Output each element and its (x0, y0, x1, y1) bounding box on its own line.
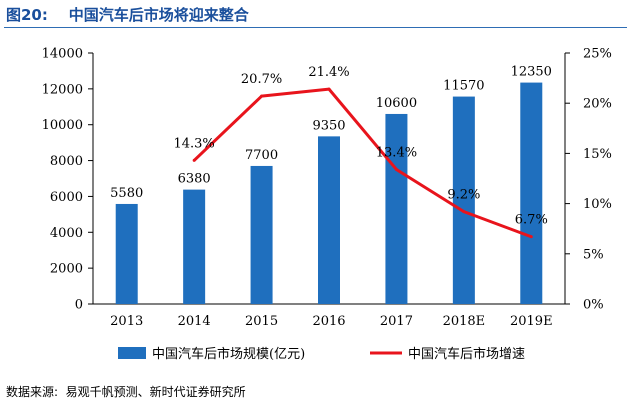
bar (452, 96, 475, 304)
growth-point (462, 210, 466, 214)
bar-value-label: 11570 (443, 79, 484, 94)
bar (318, 136, 340, 304)
line-value-labels: 14.3% 20.7% 21.4% 13.4% 9.2% 6.7% (173, 65, 547, 228)
right-axis-tick-label: 0% (583, 298, 604, 313)
x-axis-tick-label: 2018E (443, 314, 486, 329)
x-axis-tick-label: 2019E (510, 314, 553, 329)
right-axis-tick-label: 10% (583, 197, 612, 212)
title-divider (4, 27, 627, 28)
bar (520, 82, 543, 304)
bar (115, 203, 138, 304)
left-axis-tick-label: 12000 (42, 82, 83, 97)
right-axis-tick-label: 20% (583, 97, 612, 112)
bar-value-label: 12350 (511, 65, 552, 80)
growth-point (192, 158, 196, 162)
x-axis-tick-label: 2016 (312, 314, 345, 329)
bar-value-label: 5580 (110, 186, 143, 201)
left-axis-tick-label: 10000 (42, 118, 83, 133)
growth-point (260, 94, 264, 98)
growth-line (193, 87, 532, 239)
left-axis-tick-label: 0 (75, 298, 83, 313)
right-axis-tick-label: 15% (583, 147, 612, 162)
left-axis-tick-label: 2000 (50, 262, 83, 277)
right-axis-tick-label: 5% (583, 247, 604, 262)
left-axis-tick-label: 4000 (50, 226, 83, 241)
legend-bar-swatch (118, 347, 146, 359)
left-axis-tick-label: 8000 (50, 154, 83, 169)
legend-bar-label: 中国汽车后市场规模(亿元) (152, 346, 305, 362)
line-value-label: 6.7% (515, 213, 548, 228)
data-source-note: 数据来源: 易观千帆预测、新时代证券研究所 (6, 385, 246, 399)
bar-value-label: 9350 (312, 118, 345, 133)
line-value-label: 20.7% (241, 72, 282, 87)
bar-value-label: 10600 (376, 96, 417, 111)
left-axis-tick-label: 14000 (42, 47, 83, 62)
line-value-label: 9.2% (447, 188, 480, 203)
bar-value-label: 6380 (178, 172, 211, 187)
growth-point (327, 87, 331, 91)
legend-line-label: 中国汽车后市场增速 (408, 346, 525, 362)
combo-chart: 0 2000 4000 6000 8000 10000 12000 14000 0% 5% 10% 1… (42, 47, 612, 363)
line-value-label: 21.4% (308, 65, 349, 80)
axes: 0 2000 4000 6000 8000 10000 12000 14000 0% 5% 10% 1… (42, 47, 612, 330)
left-axis-tick-label: 6000 (50, 190, 83, 205)
x-axis-tick-label: 2015 (245, 314, 278, 329)
growth-point (529, 235, 533, 239)
line-value-label: 13.4% (376, 145, 417, 160)
x-axis-tick-label: 2013 (110, 314, 143, 329)
line-value-label: 14.3% (173, 136, 214, 151)
bar (250, 165, 273, 304)
bar-value-labels: 5580 6380 7700 9350 10600 11570 12350 (110, 65, 552, 201)
x-axis-tick-label: 2014 (178, 314, 211, 329)
bar (183, 189, 206, 304)
chart-legend: 中国汽车后市场规模(亿元) 中国汽车后市场增速 (118, 346, 525, 362)
figure-title: 图20: 中国汽车后市场将迎来整合 (6, 6, 249, 24)
bar-series (115, 82, 543, 304)
line-series (192, 87, 533, 239)
bar-value-label: 7700 (245, 148, 278, 163)
right-axis-tick-label: 25% (583, 47, 612, 62)
bar (385, 113, 408, 304)
growth-point (394, 167, 398, 171)
x-axis-tick-label: 2017 (380, 314, 413, 329)
